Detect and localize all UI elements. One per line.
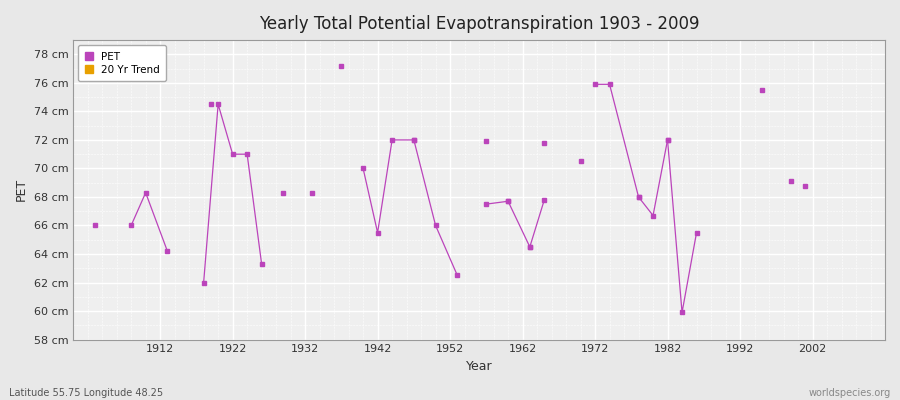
Legend: PET, 20 Yr Trend: PET, 20 Yr Trend: [78, 45, 166, 81]
Title: Yearly Total Potential Evapotranspiration 1903 - 2009: Yearly Total Potential Evapotranspiratio…: [259, 15, 699, 33]
X-axis label: Year: Year: [466, 360, 492, 373]
Text: worldspecies.org: worldspecies.org: [809, 388, 891, 398]
Text: Latitude 55.75 Longitude 48.25: Latitude 55.75 Longitude 48.25: [9, 388, 163, 398]
Y-axis label: PET: PET: [15, 178, 28, 202]
